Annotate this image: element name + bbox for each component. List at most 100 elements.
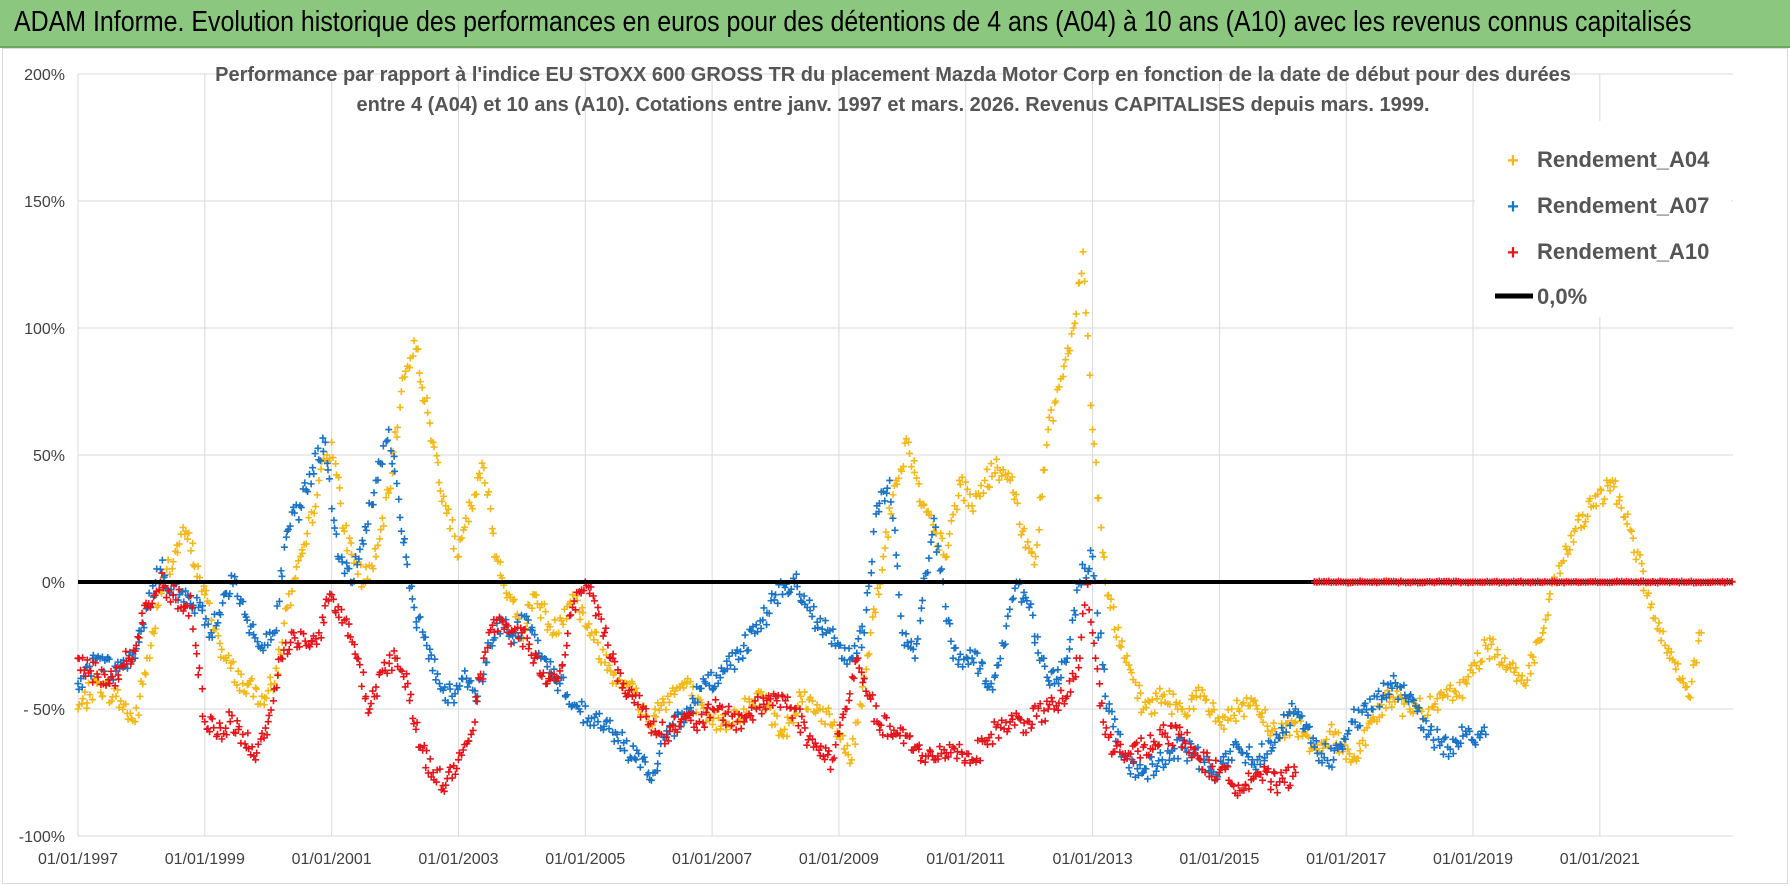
data-point — [628, 680, 636, 688]
data-point — [1375, 687, 1383, 695]
data-point — [367, 700, 375, 708]
data-point — [317, 465, 325, 473]
data-point — [1261, 706, 1269, 714]
data-point — [567, 611, 575, 619]
data-point — [594, 718, 602, 726]
data-point — [1156, 685, 1164, 693]
data-point — [1581, 518, 1589, 526]
data-point — [364, 709, 372, 717]
data-point — [1580, 522, 1588, 530]
data-point — [207, 616, 215, 624]
data-point — [844, 751, 852, 759]
x-tick-label: 01/01/2013 — [1053, 851, 1133, 868]
legend-background — [1475, 121, 1731, 317]
data-point — [1071, 319, 1079, 327]
data-point — [416, 369, 424, 377]
data-point — [1264, 765, 1272, 773]
data-point — [480, 654, 488, 662]
data-point — [614, 677, 622, 685]
data-point — [1512, 664, 1520, 672]
data-point — [1099, 718, 1107, 726]
data-point — [726, 661, 734, 669]
data-point — [140, 624, 148, 632]
data-point — [1033, 541, 1041, 549]
data-point — [869, 613, 877, 621]
data-point — [862, 687, 870, 695]
data-point — [125, 654, 133, 662]
data-point — [627, 686, 635, 694]
data-point — [808, 697, 816, 705]
data-point — [412, 618, 420, 626]
data-point — [1523, 676, 1531, 684]
data-point — [578, 698, 586, 706]
data-point — [709, 720, 717, 728]
data-point — [843, 742, 851, 750]
data-point — [962, 478, 970, 486]
data-point — [1416, 694, 1424, 702]
data-point — [500, 625, 508, 633]
data-point — [1318, 759, 1326, 767]
data-point — [402, 367, 410, 375]
data-point — [111, 682, 119, 690]
data-point — [1034, 633, 1042, 641]
data-point — [91, 659, 99, 667]
data-point — [1092, 654, 1100, 662]
data-point — [524, 616, 532, 624]
data-point — [817, 717, 825, 725]
data-point — [1603, 476, 1611, 484]
data-point — [556, 680, 564, 688]
data-point — [976, 665, 984, 673]
data-point — [189, 625, 197, 633]
data-point — [201, 718, 209, 726]
data-point — [1111, 715, 1119, 723]
data-point — [825, 747, 833, 755]
data-point — [1188, 754, 1196, 762]
data-point — [1271, 769, 1279, 777]
data-point — [387, 484, 395, 492]
data-point — [1033, 712, 1041, 720]
data-point — [1636, 551, 1644, 559]
data-point — [1226, 747, 1234, 755]
data-point — [772, 591, 780, 599]
data-point — [762, 705, 770, 713]
data-point — [345, 620, 353, 628]
data-point — [420, 742, 428, 750]
data-point — [854, 635, 862, 643]
data-point — [521, 626, 529, 634]
data-point — [647, 776, 655, 784]
data-point — [286, 522, 294, 530]
data-point — [1323, 756, 1331, 764]
data-point — [607, 667, 615, 675]
data-point — [1375, 703, 1383, 711]
data-point — [1440, 691, 1448, 699]
data-point — [440, 492, 448, 500]
data-point — [1071, 611, 1079, 619]
data-point — [450, 545, 458, 553]
data-point — [1219, 759, 1227, 767]
data-point — [830, 634, 838, 642]
data-point — [343, 547, 351, 555]
data-point — [345, 565, 353, 573]
data-point — [1141, 741, 1149, 749]
data-point — [949, 654, 957, 662]
data-point — [586, 589, 594, 597]
data-point — [269, 697, 277, 705]
data-point — [275, 597, 283, 605]
data-point — [1310, 743, 1318, 751]
data-point — [1060, 700, 1068, 708]
y-tick-label: 0% — [42, 575, 65, 592]
data-point — [611, 658, 619, 666]
x-tick-label: 01/01/2017 — [1306, 851, 1386, 868]
data-point — [961, 757, 969, 765]
data-point — [944, 753, 952, 761]
data-point — [559, 673, 567, 681]
data-point — [781, 725, 789, 733]
data-point — [258, 729, 266, 737]
data-point — [1232, 717, 1240, 725]
data-point — [1155, 741, 1163, 749]
data-point — [1217, 721, 1225, 729]
data-point — [606, 653, 614, 661]
data-point — [1089, 553, 1097, 561]
data-point — [393, 479, 401, 487]
x-tick-label: 01/01/1999 — [165, 851, 245, 868]
